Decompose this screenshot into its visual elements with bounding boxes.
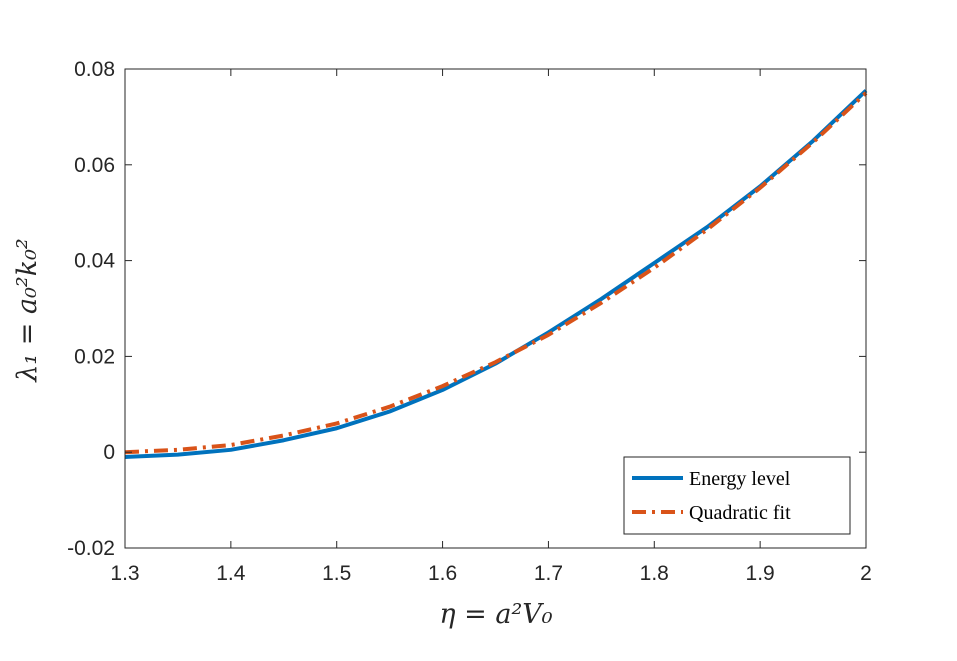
x-tick-label: 2 xyxy=(860,562,872,585)
legend-label-quadratic-fit: Quadratic fit xyxy=(689,502,791,524)
y-tick-label: -0.02 xyxy=(67,537,115,560)
legend: Energy level Quadratic fit xyxy=(623,456,851,535)
y-axis-label: λ₁ = a₀²k₀² xyxy=(12,238,43,382)
x-tick-label: 1.4 xyxy=(216,562,246,585)
x-tick-label: 1.8 xyxy=(640,562,669,585)
plot-frame xyxy=(124,68,867,549)
y-tick-label: 0.04 xyxy=(74,250,115,273)
y-tick-label: 0.06 xyxy=(74,154,115,177)
y-tick-label: 0 xyxy=(103,441,115,464)
legend-box xyxy=(623,456,851,535)
x-tick-label: 1.3 xyxy=(110,562,139,585)
y-tick-label: 0.02 xyxy=(74,345,115,368)
axis-ticks xyxy=(124,68,867,549)
y-tick-label: 0.08 xyxy=(74,58,115,81)
x-tick-label: 1.5 xyxy=(322,562,351,585)
series-lines xyxy=(124,89,868,459)
legend-label-energy-level: Energy level xyxy=(689,468,791,490)
x-tick-label: 1.9 xyxy=(746,562,775,585)
x-tick-label: 1.7 xyxy=(534,562,563,585)
x-tick-label: 1.6 xyxy=(428,562,457,585)
x-axis-label: η = a²V₀ xyxy=(439,599,552,630)
tick-labels: 1.3 1.4 1.5 1.6 1.7 1.8 1.9 2 -0.02 0 0.02 0.04 0.06… xyxy=(67,58,872,585)
series-line-quadratic-fit xyxy=(124,91,868,455)
